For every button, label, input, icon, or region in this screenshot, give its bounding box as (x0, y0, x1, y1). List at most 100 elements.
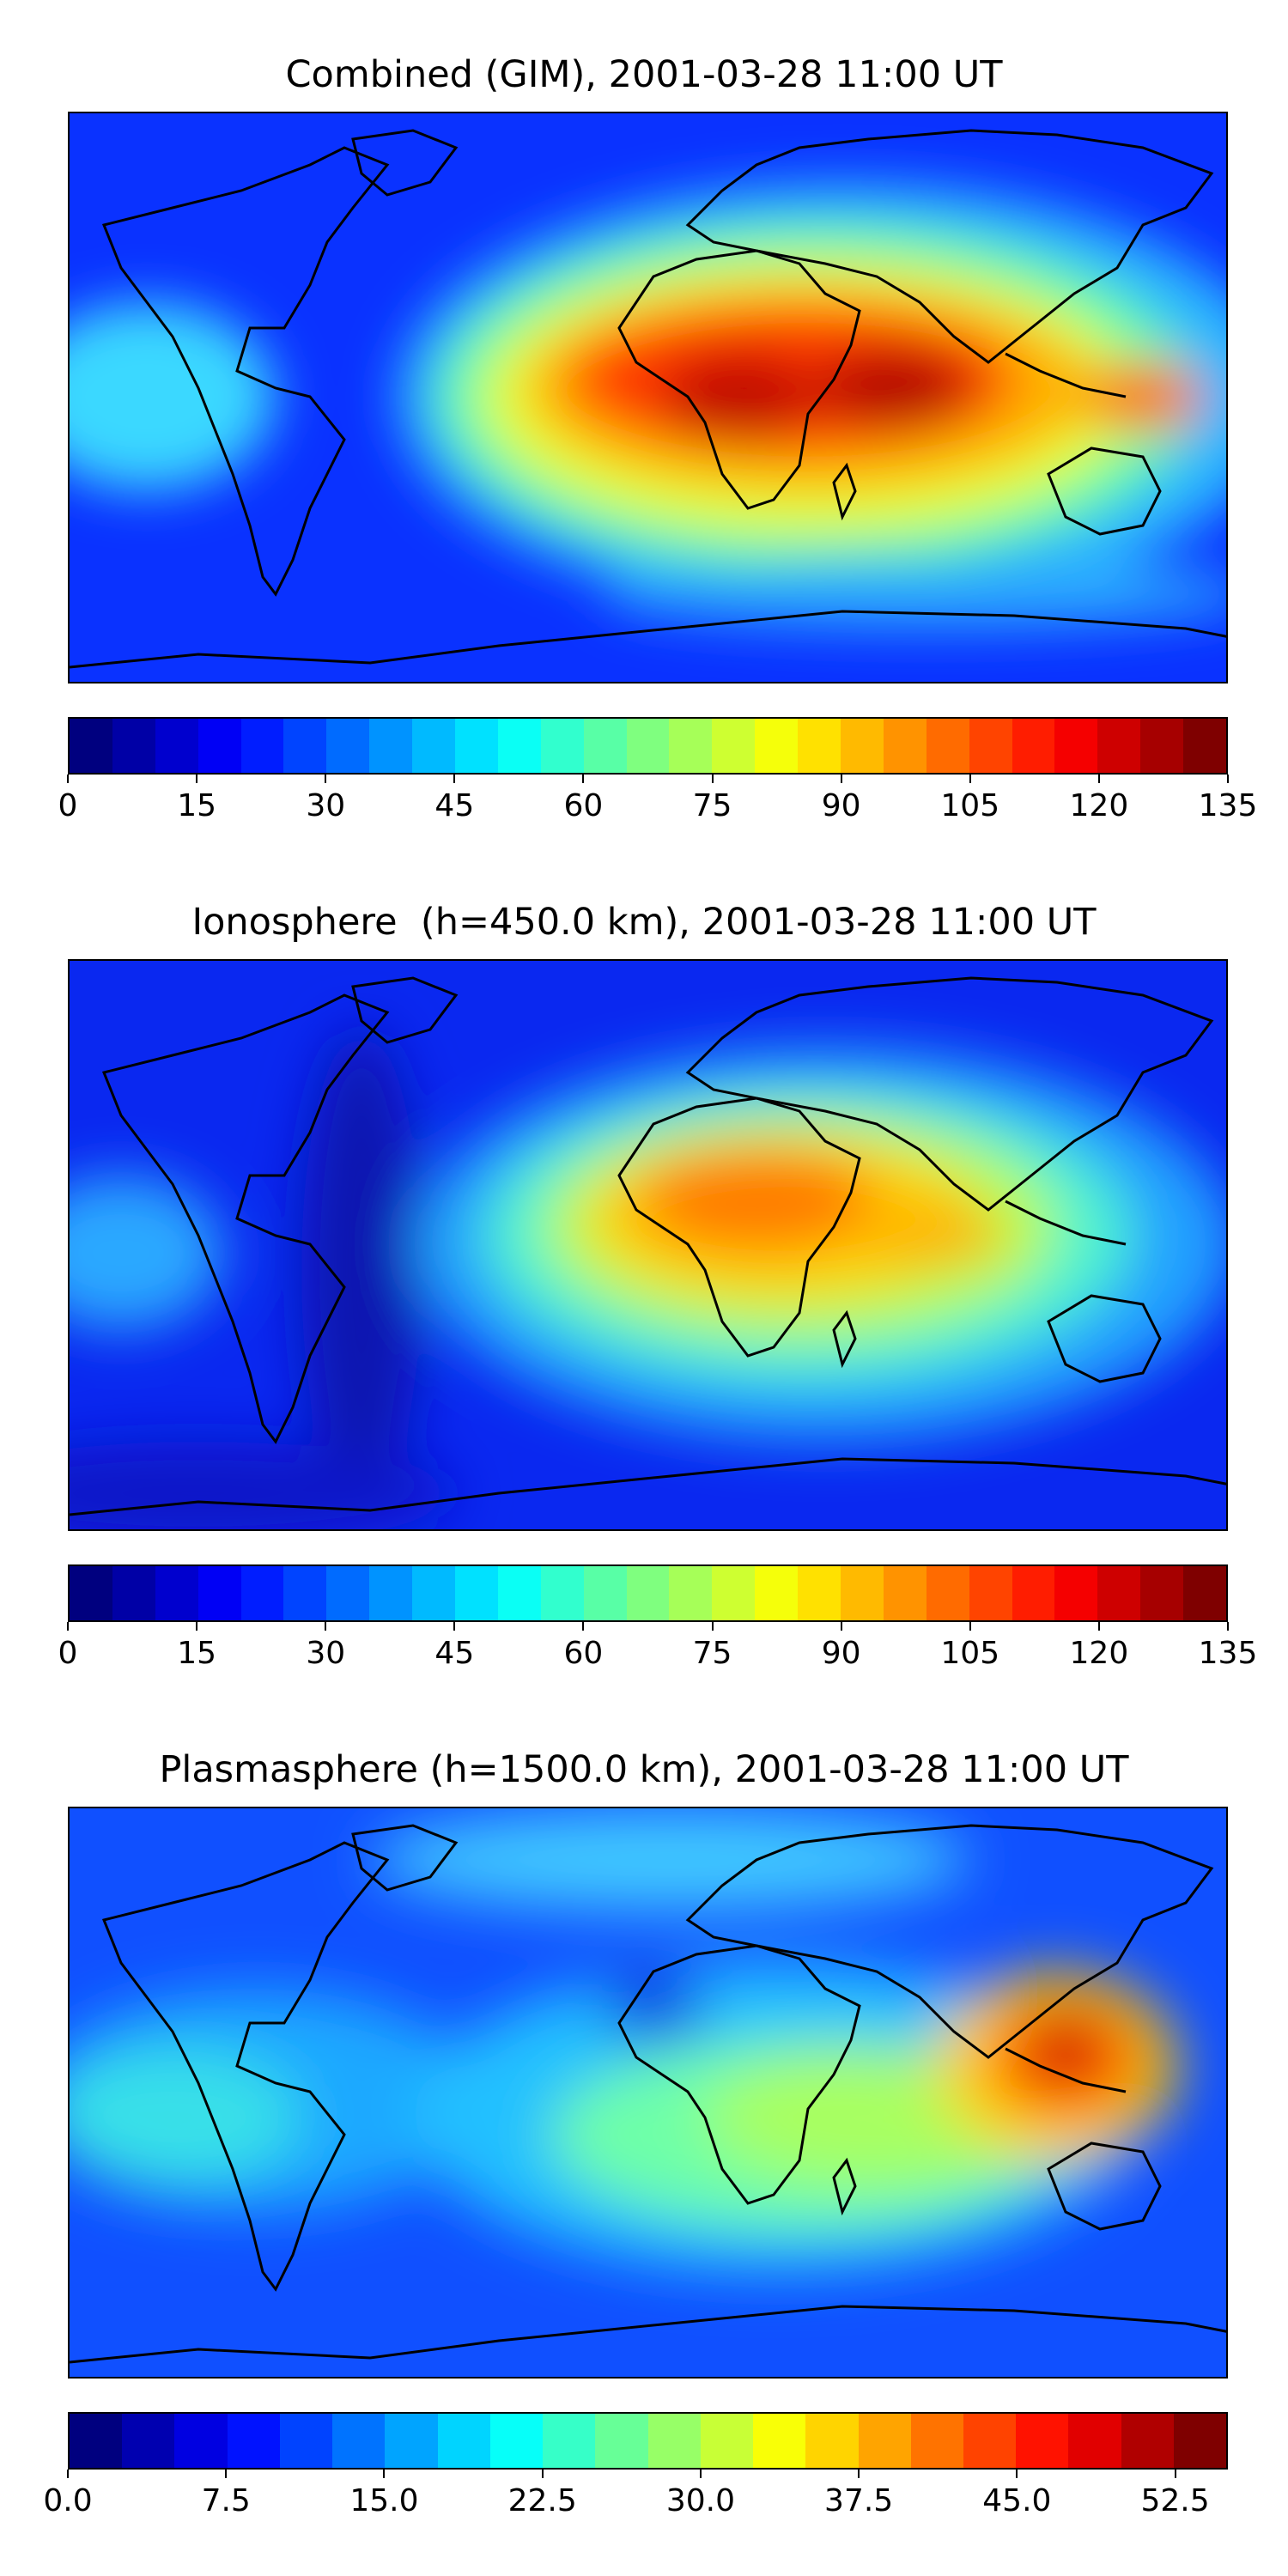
colorbar-level (543, 2414, 596, 2468)
colorbar-level (669, 1566, 713, 1620)
colorbar-tick-mark (711, 775, 714, 783)
colorbar-level (240, 1566, 284, 1620)
colorbar-level (1121, 2414, 1174, 2468)
colorbar-tick-label: 120 (1069, 788, 1129, 823)
colorbar-level (70, 1566, 112, 1620)
colorbar-tick-mark (196, 775, 198, 783)
colorbar-level (412, 1566, 456, 1620)
colorbar-level (540, 719, 584, 773)
colorbar-tick-mark (1227, 1622, 1229, 1631)
colorbar-level (1054, 1566, 1098, 1620)
colorbar-tick-mark (1174, 2470, 1176, 2478)
panel-title: Plasmasphere (h=1500.0 km), 2001-03-28 1… (159, 1748, 1129, 1791)
colorbar-level (883, 1566, 927, 1620)
colorbar-tick-label: 30.0 (665, 2483, 735, 2518)
colorbar-tick-label: 135 (1198, 1636, 1258, 1671)
combined-tec-map (68, 112, 1228, 683)
colorbar-level (583, 719, 627, 773)
colorbar-level (1173, 2414, 1227, 2468)
colorbar-level (626, 719, 670, 773)
colorbar-level (669, 719, 713, 773)
colorbar-level (798, 1566, 841, 1620)
colorbar-tick-mark (541, 2470, 544, 2478)
colorbar-level (1012, 1566, 1055, 1620)
colorbar-tick-label: 105 (940, 788, 1000, 823)
colorbar-tick-label: 0.0 (43, 2483, 93, 2518)
colorbar-tick-label: 45 (434, 788, 475, 823)
colorbar-tick-label: 15.0 (349, 2483, 419, 2518)
colorbar-tick-mark (453, 775, 456, 783)
colorbar-level (70, 719, 112, 773)
combined-gim-panel: Combined (GIM), 2001-03-28 11:00 UT (0, 0, 1288, 859)
colorbar (68, 1564, 1228, 1622)
colorbar-level (841, 1566, 884, 1620)
colorbar-tick-mark (969, 775, 971, 783)
colorbar-level (326, 719, 370, 773)
colorbar-tick-mark (67, 2470, 69, 2478)
colorbar-tick-mark (225, 2470, 228, 2478)
colorbar-tick-label: 45.0 (982, 2483, 1052, 2518)
colorbar-tick-label: 105 (940, 1636, 1000, 1671)
colorbar-tick-label: 0 (58, 788, 78, 823)
colorbar-tick-mark (1016, 2470, 1018, 2478)
colorbar-level (283, 1566, 327, 1620)
colorbar-tick-mark (196, 1622, 198, 1631)
colorbar-tick-label: 90 (821, 1636, 861, 1671)
colorbar-level (1183, 1566, 1227, 1620)
colorbar-level (497, 1566, 541, 1620)
colorbar-level (1140, 1566, 1184, 1620)
colorbar-tick-label: 120 (1069, 1636, 1129, 1671)
colorbar-tick-label: 75 (692, 1636, 732, 1671)
colorbar-level (841, 719, 884, 773)
colorbar-tick-label: 75 (692, 788, 732, 823)
colorbar-level (883, 719, 927, 773)
colorbar-level (227, 2414, 280, 2468)
colorbar-tick-label: 60 (563, 1636, 604, 1671)
colorbar-level (798, 719, 841, 773)
colorbar-level (155, 1566, 198, 1620)
colorbar-level (326, 1566, 370, 1620)
colorbar-tick-label: 22.5 (507, 2483, 577, 2518)
colorbar-tick-mark (325, 775, 327, 783)
colorbar-level (1054, 719, 1098, 773)
plasmasphere-panel: Plasmasphere (h=1500.0 km), 2001-03-28 1… (0, 1717, 1288, 2576)
colorbar-tick-label: 90 (821, 788, 861, 823)
colorbar-level (1140, 719, 1184, 773)
colorbar-level (583, 1566, 627, 1620)
colorbar-ticks: 0.0 7.5 15.0 22.5 30.0 37.5 45.0 52.5 (43, 2470, 1228, 2521)
colorbar (68, 2412, 1228, 2470)
colorbar-tick-mark (453, 1622, 456, 1631)
colorbar-tick-label: 15 (177, 1636, 217, 1671)
colorbar-tick-mark (67, 775, 69, 783)
colorbar-level (755, 719, 799, 773)
colorbar-level (197, 1566, 241, 1620)
colorbar-tick-mark (383, 2470, 386, 2478)
colorbar-tick-label: 52.5 (1140, 2483, 1210, 2518)
colorbar-tick-mark (840, 775, 842, 783)
colorbar (68, 717, 1228, 775)
colorbar-level (112, 719, 155, 773)
colorbar-level (540, 1566, 584, 1620)
colorbar-tick-mark (1097, 775, 1100, 783)
colorbar-tick-label: 30 (306, 1636, 346, 1671)
colorbar-tick-mark (699, 2470, 702, 2478)
panel-title: Combined (GIM), 2001-03-28 11:00 UT (285, 53, 1003, 96)
colorbar-tick-mark (1227, 775, 1229, 783)
colorbar-tick-label: 7.5 (201, 2483, 251, 2518)
colorbar-level (755, 1566, 799, 1620)
colorbar-tick-label: 0 (58, 1636, 78, 1671)
colorbar-level (279, 2414, 333, 2468)
panel-title: Ionosphere (h=450.0 km), 2001-03-28 11:0… (191, 901, 1097, 944)
colorbar-level (647, 2414, 701, 2468)
colorbar-level (155, 719, 198, 773)
colorbar-tick-label: 45 (434, 1636, 475, 1671)
colorbar-tick-mark (582, 775, 585, 783)
colorbar-tick-mark (1097, 1622, 1100, 1631)
colorbar-tick-label: 60 (563, 788, 604, 823)
colorbar-tick-label: 135 (1198, 788, 1258, 823)
colorbar-level (369, 719, 413, 773)
colorbar-tick-label: 15 (177, 788, 217, 823)
colorbar-tick-mark (858, 2470, 860, 2478)
colorbar-level (926, 1566, 969, 1620)
colorbar-level (489, 2414, 544, 2468)
